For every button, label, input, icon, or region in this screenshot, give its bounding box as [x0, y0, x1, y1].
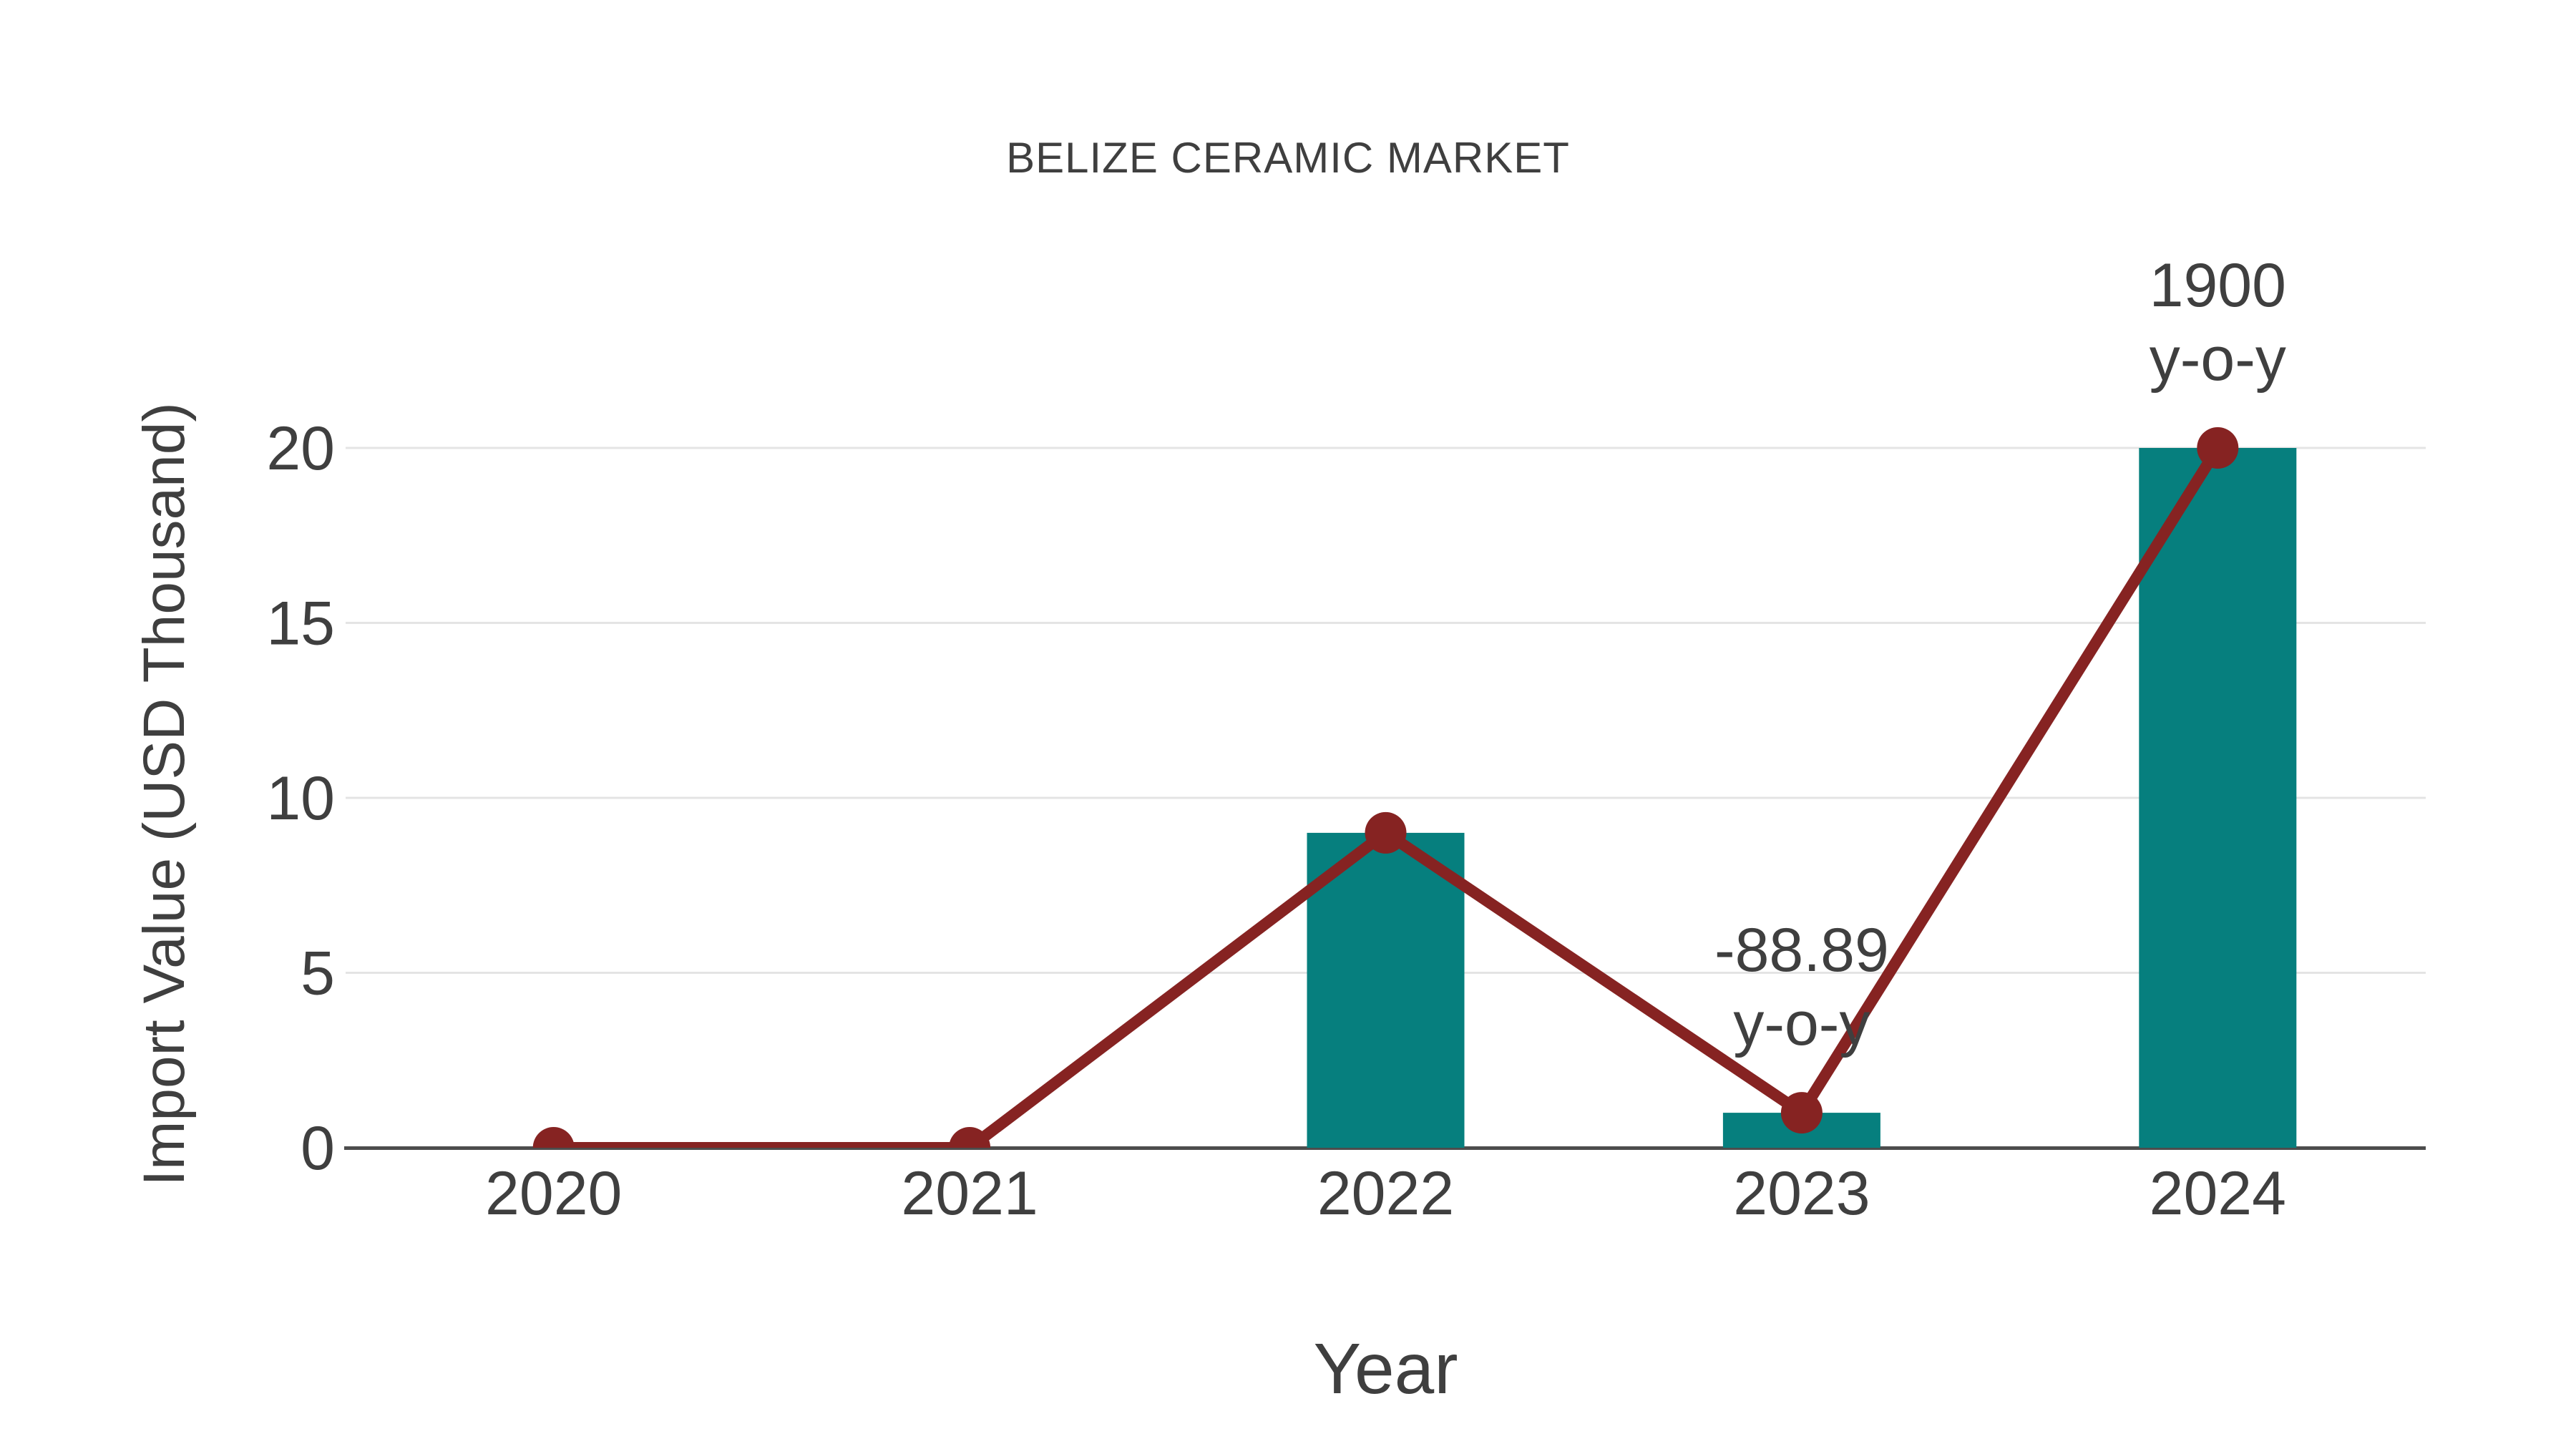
marker-2024[interactable]: [2197, 427, 2239, 469]
marker-2022[interactable]: [1365, 811, 1407, 854]
y-tick-label-20: 20: [266, 414, 335, 483]
bar-2024[interactable]: [2139, 448, 2297, 1148]
annotation-2023-value: -88.89: [1714, 916, 1889, 985]
x-tick-label-2024: 2024: [2150, 1159, 2286, 1228]
annotation-2023-yoy: y-o-y: [1733, 990, 1870, 1058]
y-tick-label-5: 5: [301, 940, 335, 1008]
y-tick-label-15: 15: [266, 590, 335, 658]
marker-2023[interactable]: [1780, 1092, 1823, 1134]
x-tick-label-2020: 2020: [485, 1159, 622, 1228]
chart-title: BELIZE CERAMIC MARKET: [1006, 134, 1570, 182]
marker-2020[interactable]: [532, 1127, 575, 1169]
bar-2022[interactable]: [1307, 832, 1465, 1148]
trace-layer: [532, 427, 2297, 1169]
x-tick-label-2023: 2023: [1733, 1159, 1870, 1228]
x-tick-label-2021: 2021: [901, 1159, 1038, 1228]
marker-2021[interactable]: [949, 1127, 991, 1169]
y-tick-label-0: 0: [301, 1114, 335, 1183]
y-tick-label-10: 10: [266, 764, 335, 833]
x-axis-title: Year: [1313, 1329, 1458, 1409]
annotation-2024-value: 1900: [2150, 251, 2286, 320]
x-tick-label-2022: 2022: [1317, 1159, 1454, 1228]
annotation-2024-yoy: y-o-y: [2150, 325, 2286, 394]
